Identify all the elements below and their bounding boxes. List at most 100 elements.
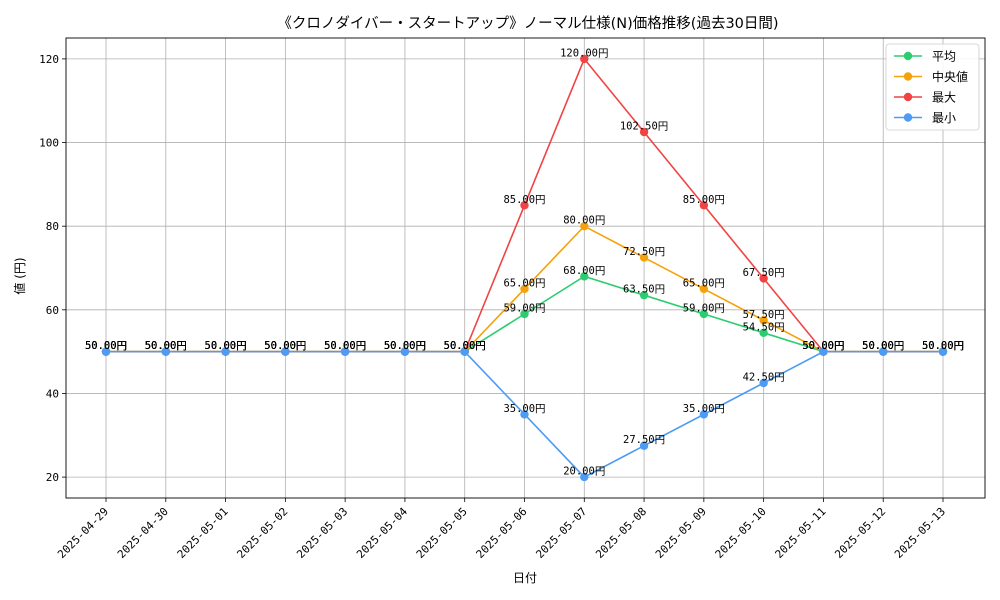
- data-label-1-3: 50.00円: [264, 340, 306, 352]
- data-point-2-7: [520, 201, 529, 210]
- data-label-0-6: 50.00円: [444, 340, 486, 352]
- data-point-2-10: [699, 201, 709, 210]
- data-point-3-1: [161, 347, 170, 356]
- data-label-1-2: 50.00円: [205, 340, 247, 352]
- data-label-3-7: 35.00円: [503, 403, 545, 415]
- y-tick-label: 120: [39, 53, 59, 66]
- data-label-0-10: 59.00円: [683, 303, 725, 315]
- y-tick-label: 60: [46, 304, 59, 317]
- legend-label-2: 最大: [932, 91, 956, 105]
- data-label-2-10: 85.00円: [683, 194, 725, 206]
- data-label-2-1: 50.00円: [145, 340, 187, 352]
- data-label-3-12: 50.00円: [802, 340, 844, 352]
- y-tick-label: 100: [39, 137, 59, 150]
- legend-label-3: 最小: [932, 111, 956, 125]
- data-label-0-0: 50.00円: [85, 340, 127, 352]
- data-label-1-7: 65.00円: [503, 277, 545, 289]
- data-label-0-7: 59.00円: [503, 303, 545, 315]
- data-point-2-8: [580, 54, 589, 64]
- data-label-1-11: 57.50円: [743, 309, 785, 321]
- data-point-0-11: [759, 328, 768, 338]
- legend-box: [885, 43, 980, 131]
- data-label-2-11: 67.50円: [743, 267, 785, 279]
- data-point-3-4: [340, 347, 350, 356]
- data-label-0-8: 68.00円: [563, 265, 605, 277]
- data-point-3-6: [460, 347, 469, 356]
- data-label-2-14: 50.00円: [922, 340, 964, 352]
- x-tick-label: 2025-05-05: [414, 505, 470, 561]
- x-tick-label: 2025-05-08: [593, 505, 649, 561]
- data-point-3-13: [879, 347, 888, 356]
- x-tick-label: 2025-04-30: [115, 505, 171, 561]
- y-axis-title: 値 (円): [12, 257, 27, 294]
- data-point-0-8: [580, 272, 589, 281]
- data-point-3-3: [281, 347, 290, 356]
- legend-marker-3: [903, 113, 913, 122]
- data-label-1-9: 72.50円: [623, 246, 665, 258]
- x-tick-label: 2025-05-07: [533, 505, 589, 561]
- data-label-2-8: 120.00円: [560, 47, 608, 59]
- data-point-0-7: [520, 309, 529, 319]
- data-label-3-2: 50.00円: [205, 340, 247, 352]
- data-point-1-11: [759, 316, 768, 325]
- data-label-1-12: 50.00円: [802, 340, 844, 352]
- data-point-3-9: [639, 441, 649, 450]
- x-tick-label: 2025-05-02: [234, 505, 290, 561]
- data-label-0-1: 50.00円: [145, 340, 187, 352]
- data-label-3-4: 50.00円: [324, 340, 366, 352]
- data-label-1-0: 50.00円: [85, 340, 127, 352]
- y-tick-label: 40: [46, 387, 59, 400]
- grid: [66, 38, 985, 498]
- data-point-2-11: [759, 274, 768, 283]
- data-point-1-8: [580, 221, 589, 231]
- data-label-0-5: 50.00円: [384, 340, 426, 352]
- x-tick-label: 2025-04-29: [55, 505, 111, 561]
- data-label-3-8: 20.00円: [563, 466, 605, 478]
- legend-label-0: 平均: [932, 50, 956, 64]
- data-point-0-10: [699, 309, 709, 319]
- data-label-3-11: 42.50円: [743, 372, 785, 384]
- x-tick-label: 2025-05-13: [892, 505, 948, 561]
- legend-marker-2: [903, 92, 913, 102]
- series-lines: [101, 54, 948, 482]
- x-tick-label: 2025-05-06: [474, 505, 530, 561]
- data-label-3-0: 50.00円: [85, 340, 127, 352]
- data-label-1-1: 50.00円: [145, 340, 187, 352]
- data-label-3-13: 50.00円: [862, 340, 904, 352]
- data-label-3-5: 50.00円: [384, 340, 426, 352]
- x-tick-label: 2025-05-12: [832, 505, 888, 561]
- data-label-3-10: 35.00円: [683, 403, 725, 415]
- data-point-3-2: [221, 347, 230, 356]
- data-label-2-13: 50.00円: [862, 340, 904, 352]
- x-tick-label: 2025-05-10: [713, 505, 769, 561]
- data-label-3-3: 50.00円: [264, 340, 306, 352]
- data-label-0-3: 50.00円: [264, 340, 306, 352]
- legend-marker-0: [903, 51, 913, 61]
- data-point-1-9: [639, 253, 649, 262]
- data-point-3-8: [580, 472, 589, 482]
- plot-area-frame: [65, 37, 986, 499]
- data-label-2-2: 50.00円: [205, 340, 247, 352]
- data-label-3-9: 27.50円: [623, 434, 665, 446]
- data-label-1-8: 80.00円: [563, 215, 605, 227]
- chart-title: 《クロノダイバー・スタートアップ》ノーマル仕様(N)価格推移(過去30日間): [277, 15, 778, 32]
- data-label-0-11: 54.50円: [743, 321, 785, 333]
- data-point-1-10: [699, 284, 709, 294]
- data-label-3-6: 50.00円: [444, 340, 486, 352]
- x-axis-title: 日付: [513, 571, 537, 585]
- data-label-2-3: 50.00円: [264, 340, 306, 352]
- data-label-2-5: 50.00円: [384, 340, 426, 352]
- data-label-1-13: 50.00円: [862, 340, 904, 352]
- y-tick-label: 80: [46, 220, 59, 233]
- data-point-3-14: [938, 347, 948, 356]
- axis-ticks: 2025-04-29 2025-04-30 2025-05-01 2025-05-02…: [39, 53, 948, 561]
- y-tick-label: 20: [46, 471, 59, 484]
- data-point-3-12: [819, 347, 828, 356]
- data-label-2-4: 50.00円: [324, 340, 366, 352]
- data-label-0-14: 50.00円: [922, 340, 964, 352]
- data-point-3-10: [699, 410, 709, 419]
- data-label-3-14: 50.00円: [922, 340, 964, 352]
- data-labels: 50.00円 50.00円 50.00円 50.00円 50.00円 50.00円 50.0…: [85, 47, 964, 477]
